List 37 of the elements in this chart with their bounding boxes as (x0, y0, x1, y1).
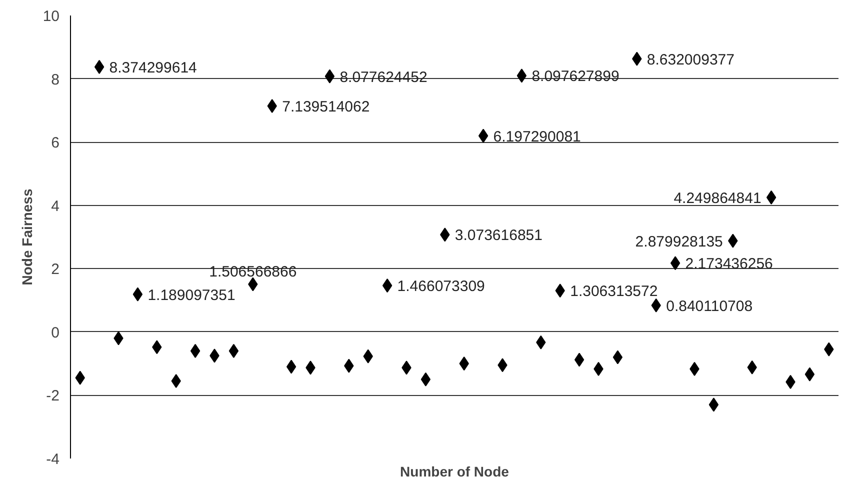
data-label: 1.306313572 (570, 283, 658, 300)
y-tick-label: 6 (51, 134, 60, 152)
data-label: 6.197290081 (493, 128, 581, 146)
data-label: 2.879928135 (635, 233, 723, 250)
y-tick-label: 0 (51, 324, 60, 342)
point (420, 372, 431, 386)
point (94, 60, 104, 74)
data-label: 1.189097351 (148, 286, 236, 304)
point (228, 344, 239, 358)
point (516, 68, 527, 83)
point (766, 190, 776, 204)
point (324, 69, 335, 84)
y-tick-label: -4 (46, 451, 60, 468)
data-label: 1.466073309 (397, 278, 485, 296)
point (132, 287, 143, 302)
y-axis-title: Node Fairness (18, 188, 35, 286)
point (382, 278, 392, 293)
point (670, 256, 680, 270)
x-axis-title: Number of Node (400, 464, 510, 480)
point (190, 344, 200, 358)
point (612, 350, 623, 364)
data-label: 7.139514062 (282, 98, 370, 116)
y-tick-label: 8 (51, 71, 60, 88)
y-tick-label: 4 (51, 198, 60, 215)
data-label: 8.632009377 (646, 51, 734, 68)
point (574, 352, 584, 367)
data-label: 0.840110708 (666, 298, 753, 315)
point (478, 128, 488, 143)
y-tick-label: 2 (51, 261, 60, 278)
point (708, 398, 719, 412)
data-label: 4.249864841 (674, 190, 762, 207)
y-tick-label: 10 (42, 8, 60, 25)
point (804, 367, 815, 382)
data-label: 8.374299614 (109, 59, 197, 76)
y-tick-label: -2 (46, 388, 60, 405)
point (286, 360, 296, 374)
data-label: 3.073616851 (454, 227, 542, 244)
